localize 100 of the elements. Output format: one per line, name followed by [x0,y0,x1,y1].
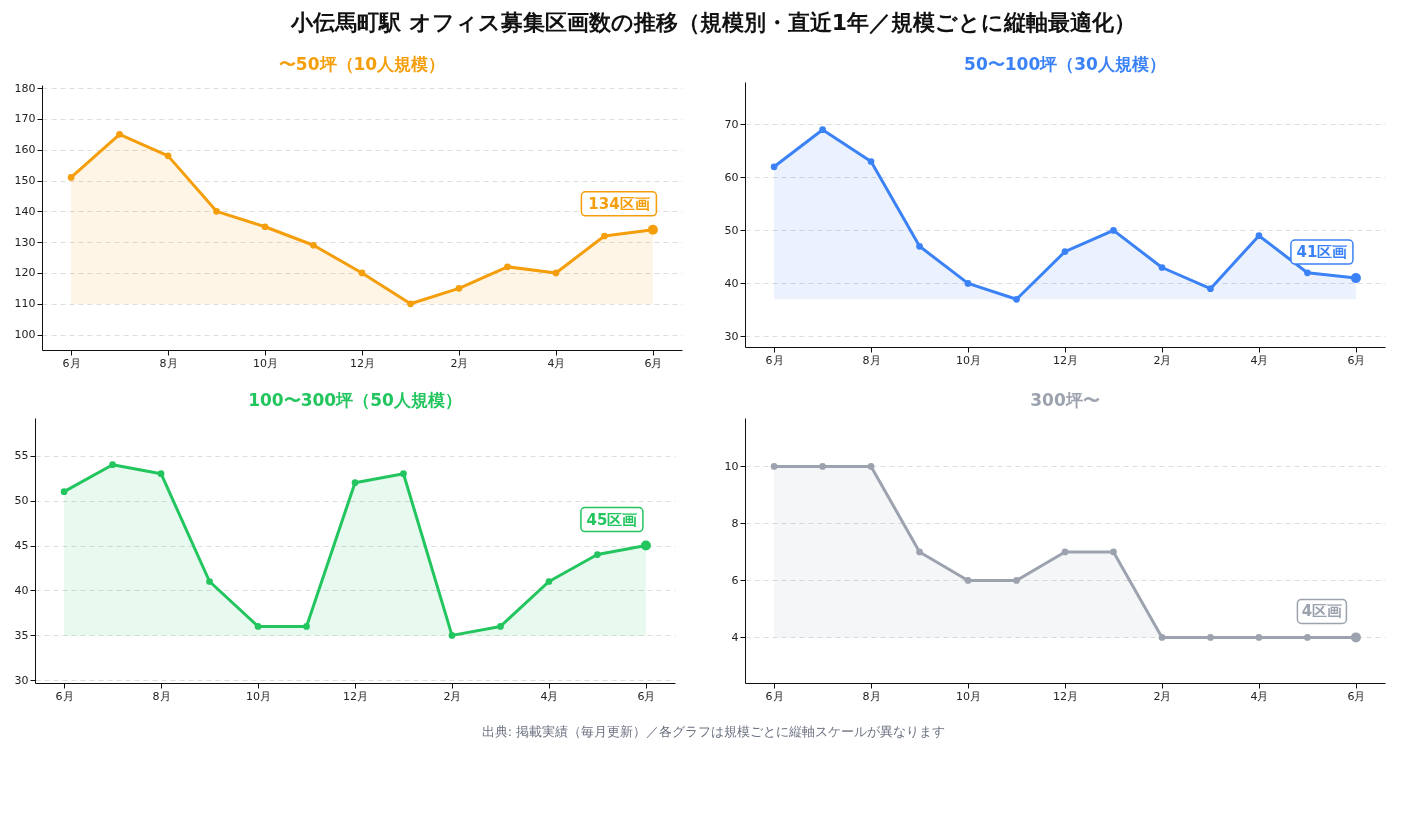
annotation: 134区画 [588,194,650,213]
x-tick-label: 2月 [450,356,469,370]
x-tick-label: 6月 [62,356,81,370]
x-tick-label: 10月 [956,353,982,367]
y-tick-label: 6 [731,573,739,587]
y-tick-label: 4 [731,630,739,644]
point [261,223,269,231]
x-tick-label: 10月 [253,356,279,370]
x-tick-label: 10月 [246,689,272,703]
y-tick-label: 60 [724,170,739,184]
point [1255,232,1263,240]
point [964,577,972,584]
y-tick-label: 160 [14,143,36,157]
y-tick-label: 140 [14,204,36,218]
point [1061,248,1069,255]
x-tick-label: 8月 [862,689,881,703]
x-tick-label: 12月 [1053,689,1078,703]
y-tick-label: 170 [14,112,36,126]
x-tick-label: 6月 [637,689,656,703]
point [1013,295,1020,303]
point [497,623,504,630]
x-tick-label: 4月 [1250,689,1269,703]
x-tick-label: 2月 [1153,689,1172,703]
point [157,470,165,478]
point [1013,577,1020,584]
point [819,126,826,134]
point [1110,548,1117,556]
point [254,623,262,630]
point [552,269,560,277]
point [916,242,923,250]
y-tick-label: 110 [14,297,36,311]
source-note: 出典: 掲載実績（毎月更新）／各グラフは規模ごとに縦軸スケールが異なります [480,723,947,741]
x-tick-label: 10月 [956,689,982,703]
x-tick-label: 2月 [443,689,462,703]
y-tick-label: 10 [724,459,739,473]
chart-title: 〜50坪（10人規模） [278,54,446,75]
y-tick-label: 70 [724,117,739,131]
y-tick-label: 8 [731,516,739,530]
chart-title: 100〜300坪（50人規模） [248,390,462,410]
x-tick-label: 6月 [765,353,784,367]
point [1158,264,1166,271]
y-tick-label: 55 [14,449,29,463]
annotation: 45区画 [586,510,638,529]
y-tick-label: 45 [14,539,29,553]
point [407,300,414,308]
point [867,463,875,470]
point [964,280,972,287]
point [164,152,172,160]
x-tick-label: 8月 [152,689,171,703]
y-tick-label: 100 [14,328,36,342]
point [400,470,407,478]
point [819,463,826,470]
point [448,632,456,639]
point [1110,227,1117,234]
point [1304,634,1311,641]
y-tick-label: 40 [724,276,739,290]
y-tick-label: 50 [14,494,29,508]
x-tick-label: 6月 [644,356,663,370]
point [867,158,875,165]
x-tick-label: 12月 [350,356,375,370]
y-tick-label: 180 [14,81,36,95]
y-tick-label: 40 [14,583,29,597]
y-tick-label: 120 [14,266,36,280]
point [1207,285,1214,293]
point [1207,634,1214,641]
point [545,578,553,585]
point [1158,634,1166,641]
text: 小伝馬町駅 オフィス募集区画数の推移（規模別・直近1年／規模ごとに縦軸最適化） [289,9,1137,37]
point [310,241,317,249]
x-tick-label: 6月 [1347,689,1366,703]
point [770,163,778,171]
x-tick-label: 12月 [1053,353,1078,367]
x-tick-label: 6月 [55,689,74,703]
annotation: 41区画 [1296,243,1348,262]
x-tick-label: 8月 [862,353,881,367]
point [1255,634,1263,641]
point [358,269,366,277]
point [303,623,310,630]
y-tick-label: 150 [14,174,36,188]
y-tick-label: 50 [724,223,739,237]
point [116,130,123,138]
point [351,479,359,487]
x-tick-label: 12月 [343,689,368,703]
point [1304,269,1311,277]
point [67,174,75,181]
x-tick-label: 4月 [1250,353,1269,367]
point [916,548,923,556]
y-tick-label: 35 [14,628,29,642]
y-tick-label: 30 [724,329,739,343]
y-tick-label: 130 [14,235,36,249]
chart-title: 50〜100坪（30人規模） [964,54,1166,74]
point [770,463,778,470]
point [504,263,511,271]
point [60,488,68,496]
x-tick-label: 6月 [765,689,784,703]
point [206,578,213,585]
point [594,551,601,558]
point [109,461,116,469]
x-tick-label: 4月 [547,356,566,370]
x-tick-label: 6月 [1347,353,1366,367]
